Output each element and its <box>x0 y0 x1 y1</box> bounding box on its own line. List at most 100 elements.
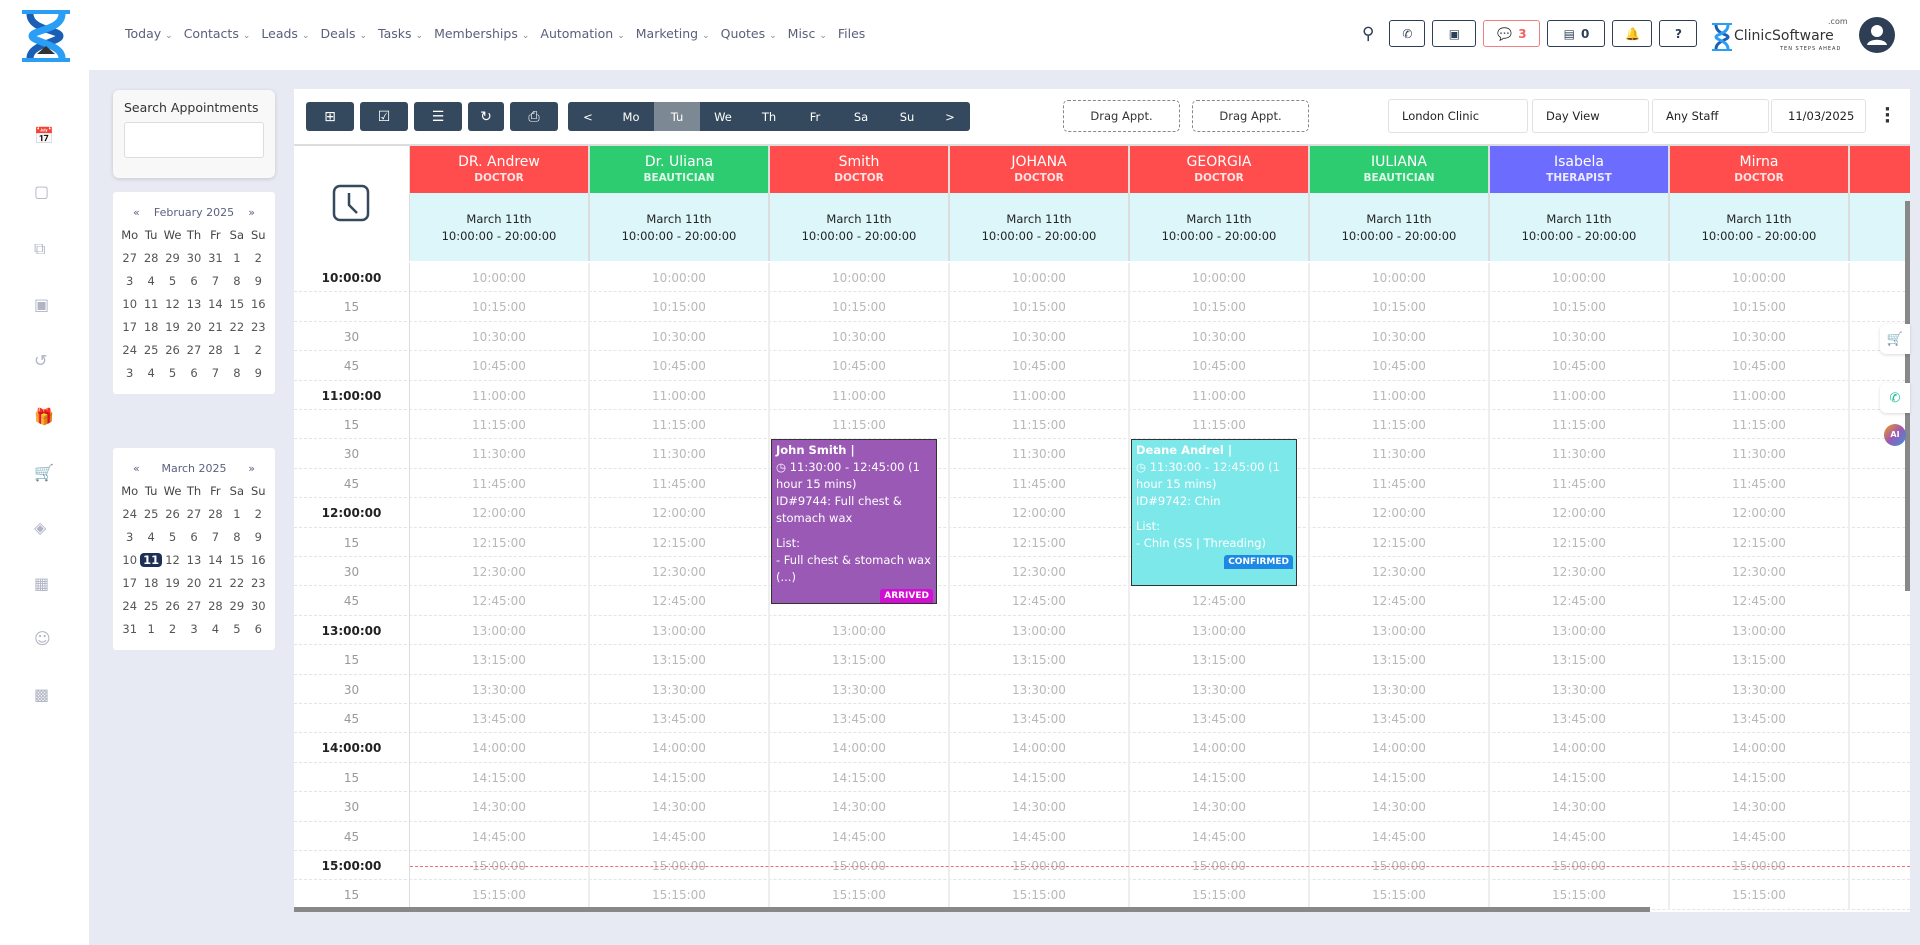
more-options-icon[interactable]: · · · <box>1884 99 1891 132</box>
time-slot-cell[interactable]: 14:00:00 <box>1670 733 1850 763</box>
staff-column-header[interactable]: DR. Andrew DOCTOR <box>410 146 590 193</box>
time-slot-cell[interactable]: 14:30:00 <box>410 792 590 822</box>
calendar-day[interactable]: 3 <box>126 366 134 380</box>
time-slot-cell[interactable] <box>1130 498 1310 528</box>
time-slot-cell[interactable]: 12:30:00 <box>590 557 770 587</box>
time-slot-cell[interactable]: 14:45:00 <box>1850 822 1910 851</box>
user-circle-icon[interactable]: ☺ <box>34 629 51 648</box>
location-select[interactable]: London Clinic <box>1388 99 1528 133</box>
time-slot-cell[interactable]: 15:15:00 <box>950 880 1130 910</box>
calendar-day[interactable]: 20 <box>186 576 202 590</box>
time-slot-cell[interactable]: 15:15:00 <box>1130 880 1310 910</box>
time-slot-cell[interactable] <box>1130 468 1310 499</box>
time-slot-cell[interactable]: 10:15:00 <box>950 292 1130 322</box>
time-slot-cell[interactable]: 13:00:00 <box>590 615 770 646</box>
time-slot-cell[interactable]: 14:00:00 <box>950 733 1130 763</box>
time-slot-cell[interactable]: 14:30:00 <box>1670 792 1850 822</box>
time-slot-cell[interactable]: 13:30:00 <box>1490 674 1670 704</box>
time-slot-cell[interactable]: 12:45:00 <box>1670 586 1850 616</box>
calendar-day[interactable]: 3 <box>126 274 134 288</box>
calendar-day[interactable]: 31 <box>122 622 138 636</box>
next-month-button[interactable]: » <box>248 462 255 475</box>
time-slot-cell[interactable]: 15:15:00 <box>1310 880 1490 910</box>
time-slot-cell[interactable]: 12:30:00 <box>410 557 590 587</box>
time-slot-cell[interactable]: 10:00:00 <box>590 263 770 293</box>
calendar-day[interactable]: 26 <box>165 599 180 613</box>
time-slot-cell[interactable]: 11:45:00 <box>590 468 770 499</box>
time-slot-cell[interactable]: 11:30:00 <box>590 439 770 469</box>
time-slot-cell[interactable]: 13:15:00 <box>950 645 1130 675</box>
time-slot-cell[interactable]: 10:00:00 <box>1670 263 1850 293</box>
calendar-day[interactable]: 10 <box>122 553 138 567</box>
calendar-day[interactable]: 8 <box>233 366 241 380</box>
time-slot-cell[interactable]: 11:45:00 <box>950 468 1130 499</box>
ai-float-button[interactable]: AI <box>1880 420 1910 450</box>
calendar-day[interactable]: 13 <box>186 553 202 567</box>
time-slot-cell[interactable]: 11:15:00 <box>950 410 1130 440</box>
calendar-day[interactable]: 4 <box>147 366 155 380</box>
time-slot-cell[interactable]: 14:15:00 <box>590 762 770 793</box>
time-slot-cell[interactable]: 13:45:00 <box>1310 704 1490 734</box>
time-slot-cell[interactable] <box>1130 557 1310 587</box>
time-slot-cell[interactable]: 10:30:00 <box>950 321 1130 352</box>
time-slot-cell[interactable]: 13:30:00 <box>770 674 950 704</box>
time-slot-cell[interactable]: 15:15:00 <box>1490 880 1670 910</box>
time-slot-cell[interactable]: 12:45:00 <box>1850 586 1910 615</box>
time-slot-cell[interactable]: 14:45:00 <box>410 821 590 851</box>
staff-column-header[interactable]: Dr. Uliana BEAUTICIAN <box>590 146 770 193</box>
calendar-day[interactable]: 14 <box>208 553 223 567</box>
time-slot-cell[interactable]: 14:15:00 <box>950 762 1130 793</box>
calendar-day[interactable]: 25 <box>143 343 159 357</box>
nav-item-misc[interactable]: Misc ⌄ <box>788 26 827 41</box>
time-slot-cell[interactable]: 12:30:00 <box>950 557 1130 587</box>
calendar-day[interactable]: 7 <box>211 530 220 544</box>
appointment-card[interactable]: John Smith | ◷ 11:30:00 - 12:45:00 (1 hou… <box>771 439 937 605</box>
calendar-day[interactable]: 26 <box>165 507 180 521</box>
calendar-icon[interactable]: 📅 <box>34 126 54 145</box>
time-slot-cell[interactable]: 10:00:00 <box>1850 263 1910 292</box>
nav-item-deals[interactable]: Deals ⌄ <box>321 26 368 41</box>
calendar-day[interactable]: 15 <box>229 553 245 567</box>
calendar-day[interactable]: 5 <box>168 274 177 288</box>
time-slot-cell[interactable]: 11:00:00 <box>1130 380 1310 410</box>
search-icon[interactable]: ⚲ <box>1362 23 1375 44</box>
time-slot-cell[interactable]: 13:45:00 <box>1670 704 1850 734</box>
time-slot-cell[interactable]: 11:30:00 <box>410 439 590 469</box>
time-slot-cell[interactable]: 14:30:00 <box>590 792 770 822</box>
time-slot-cell[interactable]: 12:45:00 <box>950 586 1130 616</box>
calendar-day[interactable]: 22 <box>229 576 245 590</box>
time-slot-cell[interactable]: 11:15:00 <box>1490 410 1670 440</box>
calendar-day[interactable]: 12 <box>165 297 180 311</box>
time-slot-cell[interactable]: 12:45:00 <box>1490 586 1670 616</box>
calendar-day[interactable]: 8 <box>233 274 241 288</box>
camera-icon[interactable]: ▣ <box>34 295 50 314</box>
time-slot-cell[interactable]: 14:00:00 <box>1310 733 1490 763</box>
time-slot-cell[interactable]: 13:30:00 <box>1670 674 1850 704</box>
day-button-we[interactable]: We <box>714 109 732 124</box>
time-slot-cell[interactable]: 14:15:00 <box>1490 762 1670 793</box>
staff-column-header[interactable]: IULIANA BEAUTICIAN <box>1310 146 1490 193</box>
time-slot-cell[interactable]: 11:30:00 <box>1670 439 1850 469</box>
nav-item-marketing[interactable]: Marketing ⌄ <box>636 26 710 41</box>
day-button-sa[interactable]: Sa <box>853 109 869 124</box>
time-slot-cell[interactable]: 13:15:00 <box>1490 645 1670 675</box>
nav-item-memberships[interactable]: Memberships ⌄ <box>434 26 529 41</box>
calendar-day[interactable]: 5 <box>233 622 241 636</box>
time-slot-cell[interactable]: 10:15:00 <box>410 292 590 322</box>
calendar-day[interactable]: 9 <box>254 366 262 380</box>
time-slot-cell[interactable] <box>770 498 950 528</box>
time-slot-cell[interactable]: 10:45:00 <box>1490 351 1670 381</box>
time-slot-cell[interactable]: 13:00:00 <box>1490 615 1670 646</box>
time-slot-cell[interactable]: 10:15:00 <box>1310 292 1490 322</box>
time-slot-cell[interactable]: 15:15:00 <box>590 880 770 910</box>
history-icon[interactable]: ↺ <box>34 351 48 370</box>
time-slot-cell[interactable]: 10:45:00 <box>1850 351 1910 380</box>
calendar-day[interactable]: 14 <box>208 297 223 311</box>
calendar-day[interactable]: 27 <box>122 251 138 265</box>
staff-column-header[interactable]: JOHANA DOCTOR <box>950 146 1130 193</box>
calendar-day[interactable]: 28 <box>208 343 223 357</box>
time-slot-cell[interactable]: 12:15:00 <box>1670 527 1850 557</box>
calendar-day[interactable]: 30 <box>186 251 202 265</box>
time-slot-cell[interactable] <box>770 468 950 499</box>
time-slot-cell[interactable]: 10:00:00 <box>1130 263 1310 293</box>
